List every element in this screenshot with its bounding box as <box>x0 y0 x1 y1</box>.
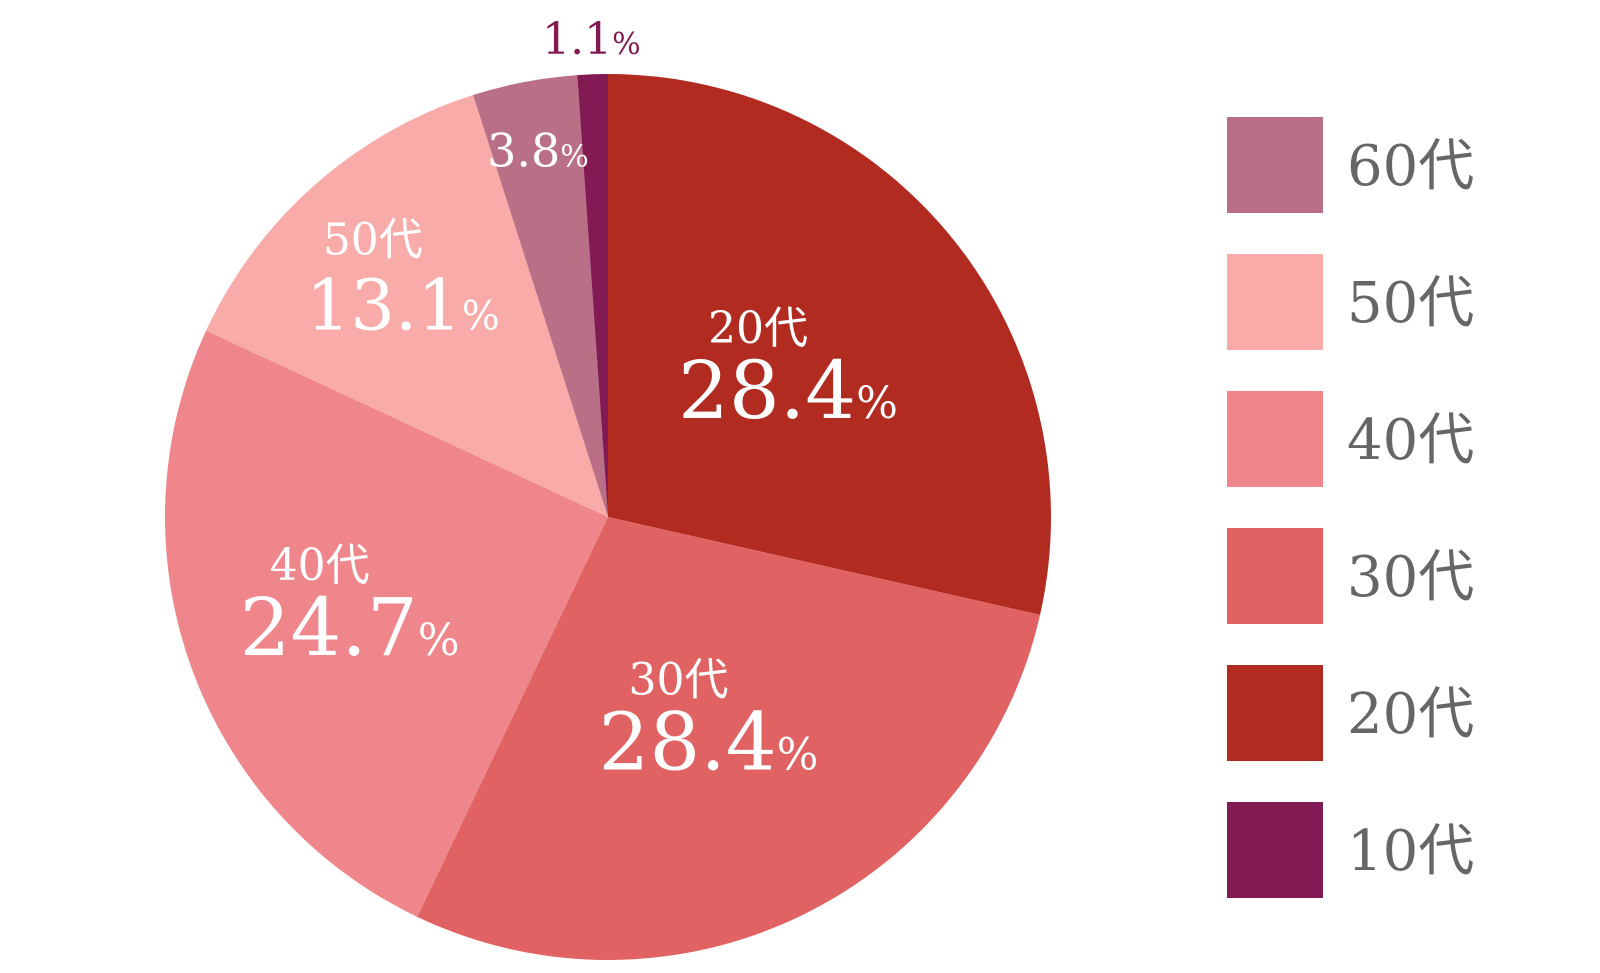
legend-swatch <box>1227 802 1323 898</box>
slice-label-10代: 1.1% <box>542 14 641 65</box>
slice-percent-label: 1.1% <box>542 14 641 65</box>
legend-swatch <box>1227 665 1323 761</box>
pie-slice-30代 <box>417 517 1041 961</box>
pie-slice-20代 <box>608 74 1051 615</box>
legend-label: 50代 <box>1347 271 1474 336</box>
legend-item-30代: 30代 <box>1227 528 1474 624</box>
legend-swatch <box>1227 254 1323 350</box>
legend-label: 20代 <box>1347 682 1474 747</box>
legend-label: 30代 <box>1347 545 1474 610</box>
legend-item-10代: 10代 <box>1227 802 1474 898</box>
legend: 60代 50代 40代 30代 20代 10代 <box>1227 117 1474 898</box>
legend-swatch <box>1227 391 1323 487</box>
slice-percent-label: 3.8% <box>487 124 589 178</box>
slice-percent-label: 28.4% <box>678 344 898 437</box>
legend-swatch <box>1227 528 1323 624</box>
slice-age-label: 40代 <box>270 540 370 591</box>
slice-percent-label: 28.4% <box>599 695 819 788</box>
slice-label-60代: 3.8% <box>487 124 589 178</box>
pie-slice-50代 <box>206 95 608 518</box>
pie-slice-10代 <box>577 74 608 517</box>
pie-slice-40代 <box>165 330 608 917</box>
pie-slices <box>165 74 1051 961</box>
legend-item-20代: 20代 <box>1227 665 1474 761</box>
legend-item-40代: 40代 <box>1227 391 1474 487</box>
legend-item-60代: 60代 <box>1227 117 1474 213</box>
pie-slice-60代 <box>473 75 608 518</box>
legend-label: 60代 <box>1347 134 1474 199</box>
slice-percent-label: 13.1% <box>306 264 500 346</box>
slice-age-label: 20代 <box>708 303 808 354</box>
legend-label: 10代 <box>1347 819 1474 884</box>
slice-age-label: 30代 <box>629 654 729 705</box>
legend-label: 40代 <box>1347 408 1474 473</box>
legend-swatch <box>1227 117 1323 213</box>
legend-item-50代: 50代 <box>1227 254 1474 350</box>
slice-age-label: 50代 <box>323 214 423 265</box>
slice-percent-label: 24.7% <box>240 581 460 674</box>
